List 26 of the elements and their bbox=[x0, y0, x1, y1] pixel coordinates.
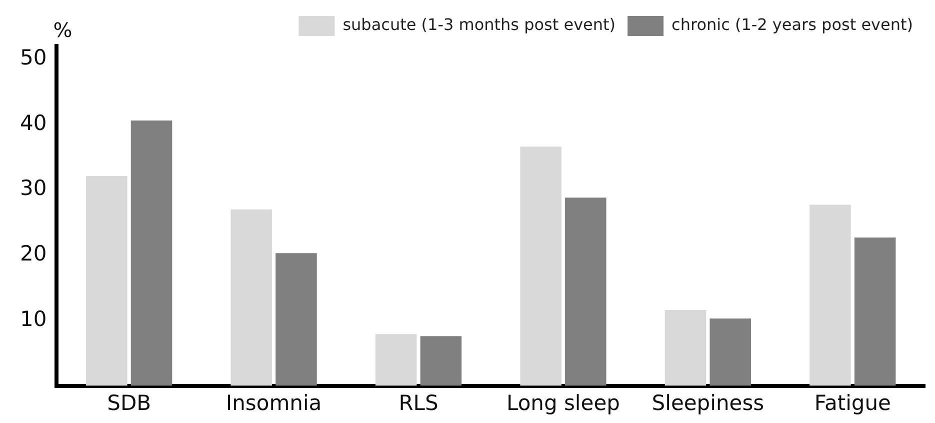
y-tick-label: 40 bbox=[20, 110, 47, 135]
bar bbox=[664, 310, 706, 386]
bar bbox=[810, 204, 851, 386]
y-axis-title: % bbox=[53, 18, 72, 42]
bar bbox=[520, 146, 562, 386]
bar bbox=[130, 120, 172, 386]
x-tick-label: Fatigue bbox=[814, 390, 891, 415]
y-tick-label: 30 bbox=[20, 176, 47, 200]
legend-label: chronic (1-2 years post event) bbox=[672, 15, 913, 34]
bar bbox=[276, 253, 317, 386]
bar bbox=[565, 198, 606, 386]
y-tick-label: 10 bbox=[20, 306, 47, 331]
y-tick-label: 20 bbox=[20, 242, 47, 266]
x-tick-label: SDB bbox=[107, 390, 152, 415]
x-tick-label: Long sleep bbox=[506, 390, 620, 415]
bar bbox=[86, 176, 128, 386]
y-tick-label: 50 bbox=[20, 46, 47, 70]
bar bbox=[854, 237, 896, 386]
x-tick-label: Sleepiness bbox=[652, 390, 764, 415]
x-tick-label: RLS bbox=[398, 390, 438, 415]
bar bbox=[375, 334, 417, 386]
x-tick-label: Insomnia bbox=[226, 390, 322, 415]
bar bbox=[420, 336, 462, 386]
legend-label: subacute (1-3 months post event) bbox=[342, 15, 616, 34]
bar bbox=[710, 318, 751, 386]
bar bbox=[230, 209, 272, 386]
